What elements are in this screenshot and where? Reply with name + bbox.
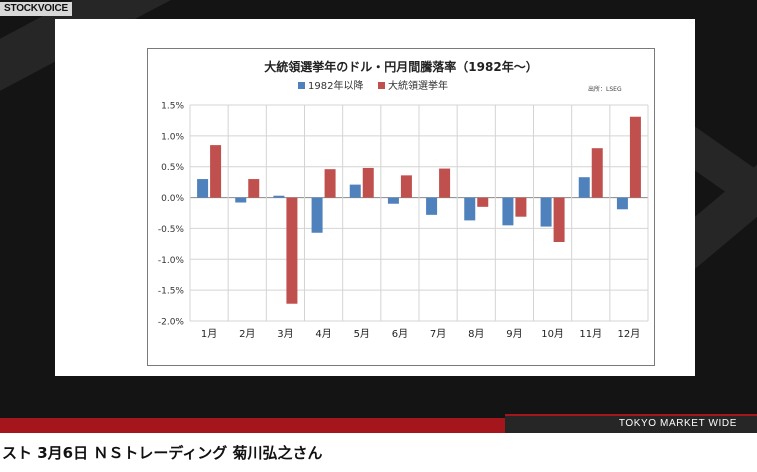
- bar-series1: [426, 197, 438, 215]
- bar-series2: [324, 169, 336, 198]
- bar-series2: [210, 145, 222, 198]
- lower-third-dark-bar: TOKYO MARKET WIDE: [505, 414, 757, 435]
- bar-series2: [439, 168, 451, 198]
- x-tick-label: 8月: [468, 328, 484, 340]
- bar-series1: [502, 197, 514, 226]
- bar-series2: [515, 197, 527, 217]
- x-tick-label: 5月: [354, 328, 370, 340]
- x-tick-label: 10月: [541, 328, 564, 340]
- caption-text: スト 3月6日 ＮＳトレーディング 菊川弘之さん: [2, 444, 323, 462]
- x-tick-label: 11月: [579, 328, 602, 340]
- legend-label-series2: 大統領選挙年: [388, 79, 448, 92]
- bar-series1: [273, 195, 285, 198]
- x-tick-label: 1月: [201, 328, 217, 340]
- source-label: 出所：LSEG: [588, 85, 622, 93]
- bar-series2: [286, 197, 298, 304]
- bar-series2: [362, 167, 374, 198]
- bar-series2: [591, 148, 603, 198]
- lower-third-red-bar: [0, 418, 505, 433]
- slide-panel: 大統領選挙年のドル・円月間騰落率（1982年～） 1982年以降 大統領選挙年 …: [55, 19, 695, 376]
- y-tick-label: 0.0%: [161, 194, 184, 204]
- x-tick-label: 7月: [430, 328, 446, 340]
- chart-svg: 大統領選挙年のドル・円月間騰落率（1982年～） 1982年以降 大統領選挙年 …: [158, 59, 649, 340]
- bar-series2: [248, 179, 260, 198]
- x-tick-label: 9月: [506, 328, 522, 340]
- chart-frame: 大統領選挙年のドル・円月間騰落率（1982年～） 1982年以降 大統領選挙年 …: [147, 48, 655, 366]
- y-tick-label: -1.5%: [158, 287, 185, 297]
- bar-series2: [400, 175, 412, 198]
- legend-swatch-series2: [378, 82, 385, 89]
- y-tick-label: 1.5%: [161, 102, 184, 112]
- bar-series1: [387, 197, 399, 204]
- legend-swatch-series1: [298, 82, 305, 89]
- bar-series1: [235, 197, 247, 203]
- stockvoice-logo: STOCKVOICE: [0, 2, 72, 16]
- bar-series1: [540, 197, 552, 227]
- y-tick-label: 1.0%: [161, 132, 184, 142]
- bar-series1: [311, 197, 323, 233]
- bar-series2: [553, 197, 565, 243]
- bar-series1: [616, 197, 628, 210]
- bar-series2: [477, 197, 489, 207]
- y-tick-label: -1.0%: [158, 256, 185, 266]
- caption-bar: スト 3月6日 ＮＳトレーディング 菊川弘之さん: [0, 433, 757, 472]
- legend: 1982年以降 大統領選挙年: [298, 79, 448, 92]
- bar-series1: [578, 177, 590, 198]
- legend-label-series1: 1982年以降: [308, 79, 363, 92]
- market-label: TOKYO MARKET WIDE: [618, 418, 737, 429]
- y-tick-label: 0.5%: [161, 163, 184, 173]
- bar-series1: [197, 179, 209, 198]
- y-tick-label: -2.0%: [158, 318, 185, 328]
- x-tick-label: 12月: [618, 328, 641, 340]
- x-tick-label: 2月: [239, 328, 255, 340]
- chart-title: 大統領選挙年のドル・円月間騰落率（1982年～）: [264, 59, 537, 74]
- y-tick-label: -0.5%: [158, 225, 185, 235]
- bar-series1: [464, 197, 476, 221]
- x-tick-label: 4月: [315, 328, 331, 340]
- bar-series1: [349, 184, 361, 198]
- bar-series2: [629, 116, 641, 198]
- x-tick-label: 6月: [392, 328, 408, 340]
- x-tick-label: 3月: [277, 328, 293, 340]
